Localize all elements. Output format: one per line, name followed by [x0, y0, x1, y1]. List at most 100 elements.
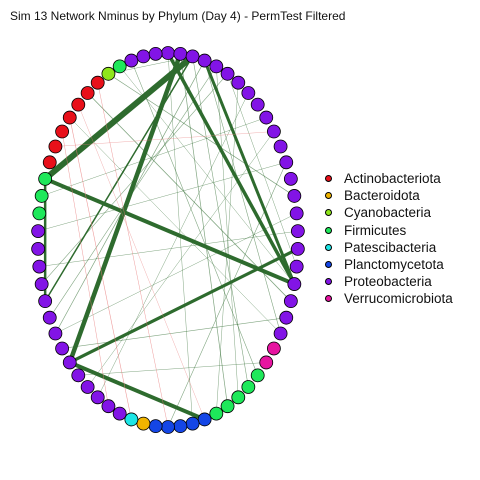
legend-item: Bacteroidota [325, 187, 453, 204]
legend-swatch [325, 278, 332, 286]
node-15 [289, 206, 304, 221]
node-34 [148, 419, 163, 434]
node-39 [90, 390, 105, 405]
node-10 [266, 124, 281, 139]
legend-item: Verrucomicrobiota [325, 290, 453, 307]
node-45 [42, 310, 57, 325]
node-38 [101, 399, 116, 414]
node-49 [31, 241, 46, 256]
node-56 [55, 124, 70, 139]
node-1 [173, 46, 188, 61]
chart-title: Sim 13 Network Nminus by Phylum (Day 4) … [10, 9, 346, 23]
edge-38 [55, 131, 275, 147]
node-8 [250, 97, 265, 112]
node-35 [136, 416, 151, 431]
edge-37 [78, 104, 205, 420]
node-61 [101, 66, 116, 81]
legend-item: Cyanobacteria [325, 204, 453, 221]
edge-29 [78, 362, 267, 376]
node-19 [287, 277, 302, 291]
legend-label: Firmicutes [344, 222, 407, 238]
node-47 [34, 277, 49, 291]
legend-item: Planctomycetota [325, 256, 453, 273]
legend-item: Patescibacteria [325, 239, 453, 256]
legend-label: Actinobacteriota [344, 171, 441, 187]
edge-10 [108, 73, 295, 197]
edge-36 [97, 82, 169, 428]
node-9 [259, 110, 274, 125]
edge-18 [216, 66, 239, 398]
edge-13 [41, 73, 228, 285]
legend-label: Bacteroidota [344, 188, 420, 204]
node-62 [112, 59, 127, 74]
edge-25 [41, 117, 267, 197]
edge-layer [37, 51, 300, 428]
node-31 [185, 416, 200, 431]
node-51 [32, 206, 47, 221]
edge-11 [131, 60, 259, 376]
edge-23 [55, 213, 297, 334]
node-16 [290, 224, 305, 239]
node-44 [48, 326, 63, 341]
edge-15 [180, 53, 228, 407]
legend-swatch [325, 295, 332, 303]
edge-28 [61, 317, 287, 349]
node-2 [185, 49, 200, 64]
node-65 [148, 46, 163, 61]
node-6 [231, 75, 246, 90]
edge-34 [69, 117, 132, 420]
node-60 [90, 75, 105, 90]
node-37 [112, 406, 127, 421]
node-11 [273, 139, 288, 154]
legend-label: Planctomycetota [344, 257, 444, 273]
node-52 [34, 189, 49, 203]
node-63 [124, 53, 139, 68]
node-48 [32, 259, 47, 274]
node-32 [173, 419, 188, 434]
node-21 [279, 310, 294, 325]
legend-swatch [325, 192, 332, 200]
node-30 [197, 412, 212, 427]
edge-16 [192, 56, 249, 388]
legend-label: Verrucomicrobiota [344, 291, 453, 307]
legend-swatch [325, 226, 332, 234]
node-14 [287, 189, 302, 203]
legend-item: Proteobacteria [325, 273, 453, 290]
node-28 [220, 399, 235, 414]
node-40 [80, 380, 95, 394]
edge-35 [61, 131, 109, 407]
edge-0 [42, 53, 196, 182]
edge-8 [44, 55, 194, 302]
edge-26 [37, 162, 287, 232]
node-12 [279, 155, 294, 170]
node-33 [161, 420, 175, 434]
edge-9 [87, 92, 292, 302]
node-46 [38, 294, 53, 309]
node-43 [55, 341, 70, 356]
legend-swatch [325, 243, 332, 251]
legend-swatch [325, 261, 332, 269]
node-layer [31, 46, 305, 434]
node-59 [80, 86, 95, 100]
edge-14 [49, 66, 217, 318]
edge-22 [167, 162, 287, 428]
legend-item: Actinobacteriota [325, 170, 453, 187]
node-42 [62, 355, 77, 370]
node-50 [31, 224, 46, 239]
edge-3 [43, 176, 297, 287]
edge-19 [227, 73, 297, 267]
node-7 [241, 86, 256, 100]
node-18 [289, 259, 304, 274]
edge-21 [167, 52, 193, 424]
edge-7 [67, 360, 207, 422]
legend-label: Proteobacteria [344, 274, 432, 290]
node-57 [62, 110, 77, 125]
node-17 [290, 241, 305, 256]
node-64 [136, 49, 151, 64]
edge-27 [39, 230, 299, 267]
node-24 [259, 355, 274, 370]
edge-1 [67, 51, 183, 365]
node-13 [283, 171, 298, 186]
legend-label: Patescibacteria [344, 239, 437, 255]
edge-32 [69, 117, 281, 334]
